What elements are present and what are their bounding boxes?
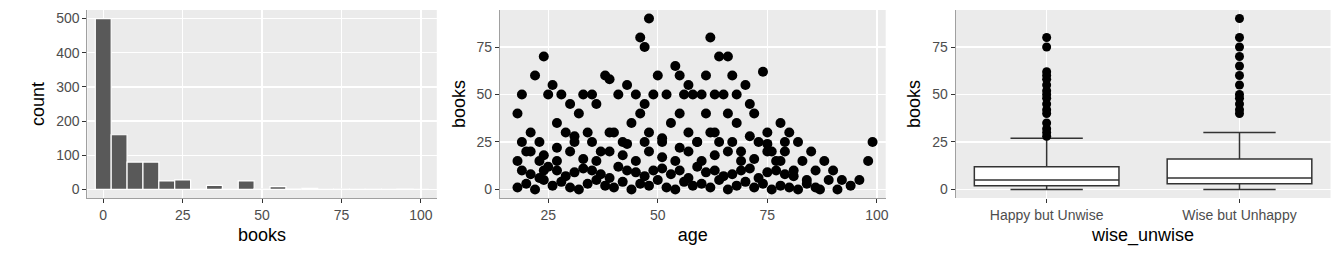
svg-text:books: books [238, 225, 286, 245]
svg-text:100: 100 [56, 147, 80, 163]
svg-text:50: 50 [254, 207, 270, 223]
svg-text:300: 300 [56, 79, 80, 95]
svg-text:50: 50 [932, 86, 948, 102]
svg-text:200: 200 [56, 113, 80, 129]
svg-text:25: 25 [175, 207, 191, 223]
svg-text:0: 0 [484, 181, 492, 197]
svg-text:25: 25 [477, 134, 493, 150]
svg-text:Happy but Unwise: Happy but Unwise [990, 207, 1104, 223]
svg-text:75: 75 [477, 39, 493, 55]
svg-text:25: 25 [932, 134, 948, 150]
svg-text:count: count [28, 82, 48, 126]
svg-text:50: 50 [650, 207, 666, 223]
svg-text:50: 50 [477, 86, 493, 102]
svg-text:75: 75 [334, 207, 350, 223]
svg-text:age: age [678, 225, 708, 245]
svg-text:wise_unwise: wise_unwise [1091, 225, 1194, 246]
svg-text:Wise but Unhappy: Wise but Unhappy [1182, 207, 1296, 223]
svg-text:books: books [449, 80, 469, 128]
svg-text:500: 500 [56, 10, 80, 26]
svg-text:books: books [904, 80, 924, 128]
svg-text:100: 100 [409, 207, 433, 223]
svg-text:400: 400 [56, 45, 80, 61]
svg-text:75: 75 [932, 39, 948, 55]
svg-text:0: 0 [99, 207, 107, 223]
svg-text:25: 25 [540, 207, 556, 223]
svg-text:0: 0 [940, 181, 948, 197]
svg-text:0: 0 [72, 181, 80, 197]
svg-text:75: 75 [760, 207, 776, 223]
svg-text:100: 100 [865, 207, 889, 223]
